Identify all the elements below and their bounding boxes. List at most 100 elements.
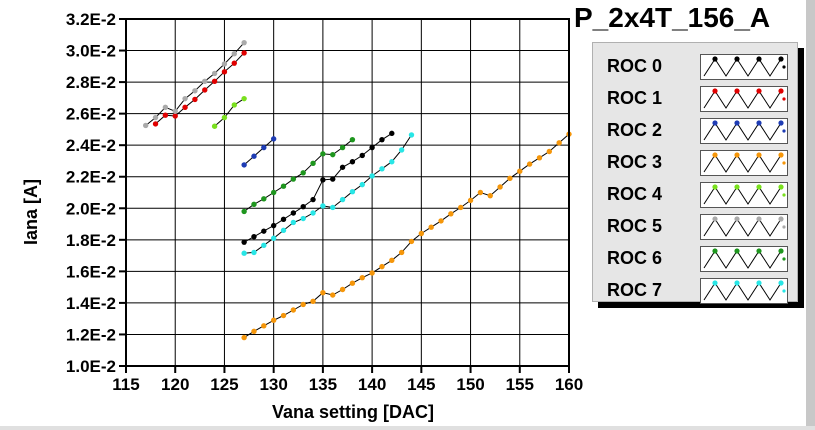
- data-point-roc-3: [300, 301, 306, 308]
- data-point-roc-4: [221, 114, 228, 121]
- data-point-roc-3: [408, 238, 415, 245]
- data-point-roc-5: [172, 108, 178, 114]
- swatch-marker: [782, 65, 786, 69]
- data-point-roc-5: [221, 61, 228, 67]
- swatch-marker: [778, 216, 784, 222]
- data-point-roc-2: [251, 153, 257, 159]
- swatch-marker: [778, 280, 784, 286]
- legend-swatch-roc-1: [700, 86, 788, 112]
- data-point-roc-0: [359, 152, 365, 159]
- data-point-roc-0: [369, 144, 375, 151]
- data-point-roc-7: [320, 203, 326, 209]
- data-point-roc-7: [389, 159, 395, 165]
- series-line-roc-1: [155, 52, 245, 125]
- data-point-roc-1: [202, 87, 208, 93]
- data-point-roc-5: [202, 78, 208, 85]
- swatch-marker: [734, 56, 740, 62]
- swatch-marker: [782, 161, 786, 165]
- x-axis-title: Vana setting [DAC]: [272, 402, 434, 422]
- data-point-roc-1: [172, 113, 178, 119]
- y-tick-label: 1.0E-2: [66, 357, 116, 376]
- data-point-roc-3: [487, 192, 493, 199]
- legend-label: ROC 2: [607, 120, 663, 140]
- grid: [126, 19, 569, 366]
- legend-item-roc-6: ROC 6: [593, 242, 799, 274]
- data-point-roc-4: [241, 95, 247, 102]
- swatch-marker: [778, 248, 784, 254]
- swatch-marker: [756, 152, 762, 158]
- series-roc-6: [241, 136, 356, 215]
- y-axis-title: Iana [A]: [21, 179, 41, 245]
- swatch-marker: [756, 88, 762, 94]
- swatch-marker: [782, 257, 786, 261]
- y-tick-label: 1.8E-2: [66, 231, 116, 250]
- data-point-roc-0: [379, 136, 385, 143]
- x-tick-label: 125: [210, 375, 238, 394]
- swatch-marker: [712, 88, 718, 94]
- data-point-roc-0: [330, 176, 336, 182]
- data-point-roc-3: [270, 317, 277, 323]
- y-tick-label: 2.4E-2: [66, 136, 116, 155]
- swatch-marker: [778, 184, 784, 190]
- axis-ticks: 115 120 125 130 135 140 145 150 155 160 1.0E-2 1.2E…: [66, 10, 583, 394]
- data-point-roc-2: [241, 162, 247, 168]
- data-point-roc-3: [477, 189, 484, 196]
- data-point-roc-4: [211, 123, 218, 129]
- swatch-box: [700, 54, 788, 80]
- x-tick-label: 145: [407, 375, 435, 394]
- y-tick-label: 2.2E-2: [66, 168, 116, 187]
- legend-label: ROC 0: [607, 56, 663, 76]
- swatch-line: [703, 90, 782, 109]
- legend-swatch-roc-0: [700, 54, 788, 80]
- data-point-roc-7: [408, 132, 415, 138]
- swatch-marker: [778, 152, 784, 158]
- legend-label: ROC 7: [607, 280, 663, 300]
- swatch-marker: [782, 129, 786, 133]
- data-point-roc-7: [369, 173, 375, 179]
- series-roc-5: [142, 39, 247, 129]
- series-line-roc-5: [145, 42, 245, 126]
- swatch-marker: [712, 216, 718, 222]
- data-point-roc-3: [310, 298, 316, 305]
- x-tick-label: 155: [506, 375, 534, 394]
- data-point-roc-5: [241, 39, 247, 46]
- swatch-marker: [756, 120, 762, 126]
- data-point-roc-3: [448, 211, 454, 217]
- y-tick-label: 3.2E-2: [66, 10, 116, 29]
- data-point-roc-3: [349, 280, 356, 286]
- data-point-roc-3: [261, 323, 267, 329]
- window-edge-bottom: [0, 426, 815, 430]
- data-point-roc-6: [330, 151, 336, 158]
- window-edge: [806, 0, 815, 430]
- data-point-roc-3: [438, 218, 444, 224]
- swatch-line: [703, 218, 782, 237]
- swatch-marker: [734, 120, 740, 126]
- data-point-roc-5: [182, 95, 188, 102]
- data-point-roc-0: [280, 216, 287, 223]
- y-tick-label: 1.4E-2: [66, 294, 116, 313]
- data-point-roc-1: [211, 78, 218, 85]
- data-point-roc-7: [261, 242, 267, 249]
- data-point-roc-3: [418, 230, 425, 237]
- data-point-roc-0: [251, 233, 257, 240]
- data-point-roc-7: [290, 219, 297, 226]
- data-point-roc-1: [231, 60, 237, 66]
- legend-item-roc-1: ROC 1: [593, 82, 799, 114]
- data-point-roc-5: [152, 114, 159, 121]
- data-point-roc-1: [162, 112, 169, 118]
- swatch-line: [703, 58, 782, 77]
- data-point-roc-3: [517, 168, 523, 174]
- data-point-roc-5: [192, 88, 198, 94]
- legend-label: ROC 3: [607, 152, 663, 172]
- y-tick-label: 1.2E-2: [66, 325, 116, 344]
- plot-frame: [125, 18, 570, 367]
- swatch-marker: [778, 120, 784, 126]
- data-point-roc-0: [339, 164, 346, 170]
- data-point-roc-3: [546, 148, 553, 155]
- swatch-marker: [734, 216, 740, 222]
- swatch-marker: [756, 56, 762, 62]
- legend-swatch-roc-7: [700, 278, 788, 304]
- data-point-roc-3: [389, 257, 395, 264]
- swatch-line: [703, 122, 782, 141]
- series-roc-4: [211, 95, 247, 129]
